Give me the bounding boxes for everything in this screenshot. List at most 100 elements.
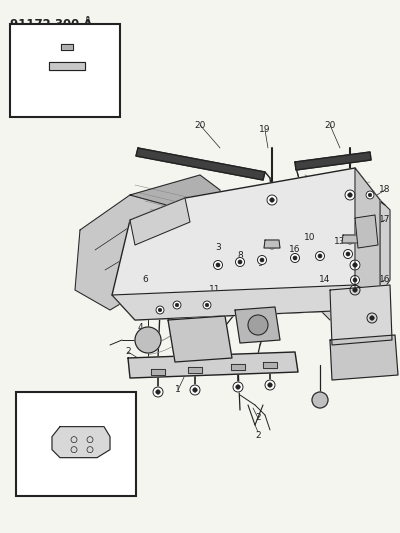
Text: 16: 16 — [379, 326, 391, 335]
Polygon shape — [130, 198, 190, 245]
Circle shape — [353, 278, 357, 282]
Polygon shape — [355, 215, 378, 248]
Text: 10: 10 — [304, 233, 316, 243]
Text: 19: 19 — [97, 99, 107, 108]
Polygon shape — [231, 364, 245, 370]
Circle shape — [236, 257, 244, 266]
Text: 2: 2 — [125, 348, 131, 357]
Circle shape — [348, 193, 352, 197]
Circle shape — [293, 256, 297, 260]
Circle shape — [345, 190, 355, 200]
Text: 14: 14 — [319, 276, 331, 285]
Bar — [10, 24, 120, 117]
Text: 91172 300 Å: 91172 300 Å — [10, 18, 92, 31]
Polygon shape — [130, 175, 220, 240]
Text: 20: 20 — [194, 120, 206, 130]
Text: 13: 13 — [334, 238, 346, 246]
Text: 3: 3 — [215, 244, 221, 253]
Circle shape — [268, 241, 276, 249]
Circle shape — [214, 261, 222, 270]
Circle shape — [270, 198, 274, 202]
Text: 15: 15 — [379, 301, 391, 310]
Text: 4: 4 — [137, 324, 143, 333]
Polygon shape — [112, 168, 380, 320]
Circle shape — [346, 236, 354, 244]
Circle shape — [370, 316, 374, 320]
Polygon shape — [235, 307, 280, 343]
Polygon shape — [188, 367, 202, 373]
Circle shape — [350, 260, 360, 270]
Circle shape — [175, 303, 179, 307]
Text: 16: 16 — [252, 303, 264, 312]
Text: 6: 6 — [26, 401, 30, 410]
Polygon shape — [263, 362, 277, 368]
Bar — [16, 392, 136, 496]
Text: 21: 21 — [115, 477, 125, 486]
Circle shape — [267, 195, 277, 205]
Circle shape — [318, 254, 322, 258]
Polygon shape — [128, 352, 298, 378]
Polygon shape — [295, 152, 371, 170]
Circle shape — [353, 263, 357, 267]
Circle shape — [368, 193, 372, 197]
Circle shape — [238, 260, 242, 264]
Circle shape — [312, 392, 328, 408]
Polygon shape — [330, 285, 392, 345]
Polygon shape — [49, 62, 85, 70]
Circle shape — [205, 303, 209, 307]
Circle shape — [316, 252, 324, 261]
Circle shape — [367, 313, 377, 323]
Polygon shape — [300, 190, 390, 320]
Text: 8: 8 — [26, 473, 30, 482]
Circle shape — [190, 385, 200, 395]
Text: 5: 5 — [189, 313, 195, 322]
Text: 7: 7 — [145, 214, 151, 222]
Circle shape — [216, 263, 220, 267]
Circle shape — [348, 238, 352, 242]
Circle shape — [258, 255, 266, 264]
Polygon shape — [52, 426, 110, 458]
Polygon shape — [355, 168, 380, 295]
Circle shape — [135, 327, 161, 353]
Text: 18: 18 — [379, 185, 391, 195]
Circle shape — [173, 301, 181, 309]
Circle shape — [346, 252, 350, 256]
Polygon shape — [112, 285, 355, 320]
Circle shape — [248, 315, 268, 335]
Circle shape — [350, 285, 360, 295]
Text: 6: 6 — [142, 276, 148, 285]
Circle shape — [290, 254, 300, 262]
Circle shape — [268, 383, 272, 387]
Text: 1: 1 — [175, 385, 181, 394]
Circle shape — [236, 385, 240, 389]
Text: 2: 2 — [18, 71, 22, 80]
Polygon shape — [75, 195, 190, 310]
Circle shape — [156, 306, 164, 314]
Polygon shape — [151, 369, 165, 375]
Polygon shape — [61, 44, 73, 50]
Polygon shape — [264, 240, 280, 248]
Circle shape — [153, 387, 163, 397]
Circle shape — [270, 243, 274, 247]
Text: 19: 19 — [259, 125, 271, 134]
Text: 2: 2 — [255, 431, 261, 440]
Circle shape — [344, 249, 352, 259]
Circle shape — [265, 380, 275, 390]
Circle shape — [193, 387, 197, 392]
Circle shape — [350, 276, 360, 285]
Circle shape — [260, 258, 264, 262]
Text: 2: 2 — [255, 414, 261, 423]
Text: 20: 20 — [324, 120, 336, 130]
Text: 16: 16 — [379, 276, 391, 285]
Text: 1: 1 — [22, 46, 26, 54]
Circle shape — [203, 301, 211, 309]
Text: 9: 9 — [257, 259, 263, 268]
Polygon shape — [330, 335, 398, 380]
Polygon shape — [136, 148, 265, 180]
Text: 17: 17 — [379, 215, 391, 224]
Circle shape — [158, 308, 162, 312]
Polygon shape — [168, 316, 232, 362]
Text: 16: 16 — [289, 246, 301, 254]
Polygon shape — [342, 235, 358, 243]
Circle shape — [233, 382, 243, 392]
